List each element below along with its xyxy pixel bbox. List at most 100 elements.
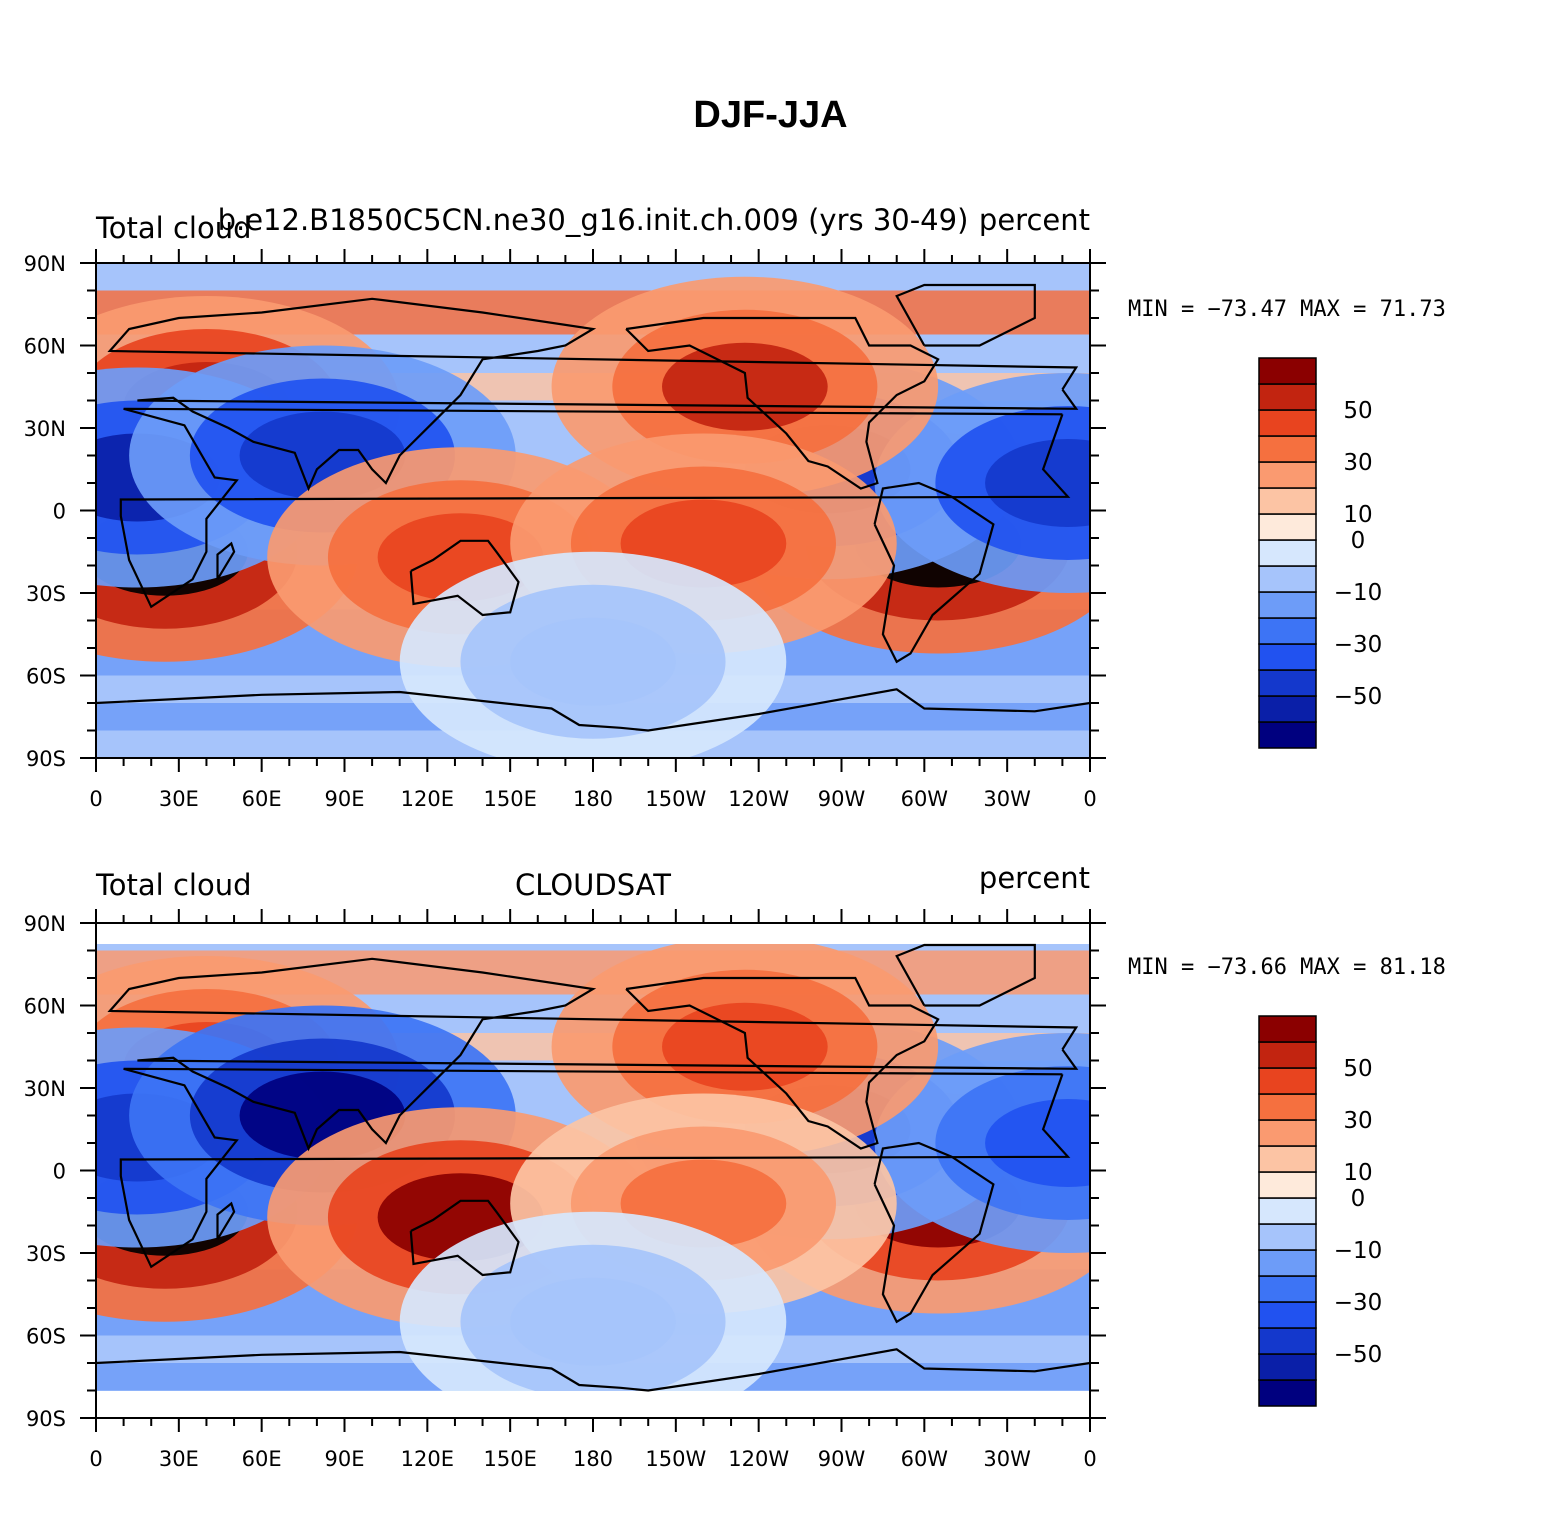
colorbar-box-bottom-5 [1258, 1249, 1317, 1277]
center-label-top: b.e12.B1850C5CN.ne30_g16.init.ch.009 (yr… [218, 203, 969, 237]
x-tick-label-top-6: 180 [573, 787, 613, 811]
coastline-top-0 [119, 407, 1071, 609]
field-contour-top-8-2 [662, 342, 828, 431]
colorbar-box-top-12 [1258, 409, 1317, 437]
x-tick-label-bottom-1: 30E [159, 1447, 199, 1471]
x-tick-label-bottom-9: 90W [818, 1447, 866, 1471]
field-contour-top-7-2 [985, 439, 1090, 527]
axes-top: 0 30E 60E 90E 120E 150E 180 150W 120W 90W 60W 30W 09… [24, 249, 1106, 811]
x-tick-label-top-1: 30E [159, 787, 199, 811]
map-field-top [96, 263, 1090, 758]
coastline-top-3 [895, 283, 1036, 347]
y-tick-label-bottom-5: 60S [26, 1325, 66, 1349]
colorbar-top: 50 30 100 −10 −30 −50 [1258, 357, 1383, 749]
x-tick-label-bottom-5: 150E [483, 1447, 536, 1471]
colorbar-label-top-2: 10 [1343, 502, 1372, 528]
colorbar-label-bottom-1: 30 [1343, 1108, 1372, 1134]
y-tick-label-top-3: 0 [53, 500, 66, 524]
coastline-top-6 [216, 541, 236, 580]
y-tick-label-top-1: 60N [24, 335, 66, 359]
coastlines-bottom [95, 943, 1091, 1392]
colorbar-label-top-1: 30 [1343, 450, 1372, 476]
coastline-bottom-6 [216, 1201, 236, 1240]
center-label-bottom: CLOUDSAT [515, 868, 671, 902]
coastline-bottom-5 [409, 1199, 520, 1277]
x-tick-label-bottom-8: 120W [728, 1447, 789, 1471]
x-tick-label-bottom-12: 0 [1083, 1447, 1096, 1471]
colorbar-box-bottom-1 [1258, 1353, 1317, 1381]
colorbar-box-top-6 [1258, 565, 1317, 593]
colorbar-box-top-0 [1258, 721, 1317, 749]
y-tick-label-bottom-4: 30S [26, 1242, 66, 1266]
colorbar-box-top-2 [1258, 669, 1317, 697]
colorbar-box-bottom-4 [1258, 1275, 1317, 1303]
map-field-bottom [96, 944, 1090, 1391]
colorbar-label-bottom-4: −10 [1334, 1238, 1383, 1264]
coastline-top-7 [96, 688, 1090, 732]
x-tick-label-top-3: 90E [325, 787, 365, 811]
colorbar-box-top-8 [1258, 513, 1317, 541]
field-contour-bottom-10-2 [510, 1277, 676, 1366]
colorbar-box-bottom-11 [1258, 1093, 1317, 1121]
coastline-bottom-2 [625, 976, 940, 1150]
colorbar-bottom: 50 30 100 −10 −30 −50 [1258, 1015, 1383, 1407]
colorbar-label-bottom-3: 0 [1351, 1186, 1366, 1212]
coastline-bottom-0 [119, 1067, 1071, 1269]
min-max-top: MIN = −73.47 MAX = 71.73 [1128, 297, 1446, 322]
coastline-bottom-7 [95, 1348, 1091, 1392]
colorbar-label-top-4: −10 [1334, 580, 1383, 606]
y-tick-label-top-4: 30S [26, 582, 66, 606]
colorbar-label-top-0: 50 [1343, 398, 1372, 424]
y-tick-label-top-6: 90S [26, 747, 66, 771]
axes-bottom: 0 30E 60E 90E 120E 150E 180 150W 120W 90W 60W 30W 09… [24, 909, 1106, 1471]
colorbar-box-top-4 [1258, 617, 1317, 645]
x-tick-label-top-0: 0 [89, 787, 102, 811]
x-tick-label-top-5: 150E [483, 787, 536, 811]
colorbar-label-bottom-6: −50 [1334, 1342, 1383, 1368]
coastline-top-2 [625, 316, 940, 490]
colorbar-box-bottom-9 [1258, 1145, 1317, 1173]
y-tick-label-top-5: 60S [26, 665, 66, 689]
colorbar-box-top-13 [1258, 383, 1317, 411]
colorbar-box-bottom-8 [1258, 1171, 1317, 1199]
coastline-bottom-1 [107, 957, 1079, 1152]
colorbar-label-bottom-5: −30 [1334, 1290, 1383, 1316]
x-tick-label-top-4: 120E [401, 787, 454, 811]
x-tick-label-bottom-10: 60W [901, 1447, 949, 1471]
colorbar-box-bottom-0 [1258, 1379, 1317, 1407]
colorbar-box-bottom-14 [1258, 1015, 1317, 1043]
colorbar-box-bottom-6 [1258, 1223, 1317, 1251]
coastline-top-1 [107, 297, 1079, 492]
x-tick-label-bottom-11: 30W [983, 1447, 1031, 1471]
min-max-bottom: MIN = −73.66 MAX = 81.18 [1128, 955, 1446, 980]
y-tick-label-bottom-6: 90S [26, 1407, 66, 1431]
field-contour-bottom-8-2 [662, 1002, 828, 1091]
colorbar-box-top-9 [1258, 487, 1317, 515]
y-tick-label-top-0: 90N [24, 252, 66, 276]
x-tick-label-top-11: 30W [983, 787, 1031, 811]
y-tick-label-bottom-1: 60N [24, 995, 66, 1019]
colorbar-label-bottom-0: 50 [1343, 1056, 1372, 1082]
coastline-top-5 [409, 539, 520, 617]
x-tick-label-bottom-4: 120E [401, 1447, 454, 1471]
x-tick-label-bottom-6: 180 [573, 1447, 613, 1471]
colorbar-label-bottom-2: 10 [1343, 1160, 1372, 1186]
x-tick-label-top-7: 150W [645, 787, 706, 811]
colorbar-label-top-6: −50 [1334, 684, 1383, 710]
y-tick-label-top-2: 30N [24, 417, 66, 441]
y-tick-label-bottom-2: 30N [24, 1077, 66, 1101]
y-tick-label-bottom-0: 90N [24, 912, 66, 936]
y-tick-label-bottom-3: 0 [53, 1160, 66, 1184]
colorbar-box-top-10 [1258, 461, 1317, 489]
coastline-bottom-3 [895, 943, 1036, 1007]
colorbar-box-top-3 [1258, 643, 1317, 671]
x-tick-label-top-10: 60W [901, 787, 949, 811]
right-label-top: percent [979, 203, 1090, 237]
field-contour-top-10-2 [510, 617, 676, 706]
colorbar-box-top-5 [1258, 591, 1317, 619]
colorbar-box-top-14 [1258, 357, 1317, 385]
colorbar-box-bottom-12 [1258, 1067, 1317, 1095]
panel-bottom: 0 30E 60E 90E 120E 150E 180 150W 120W 90W 60W 30W 09… [24, 861, 1446, 1471]
left-label-bottom: Total cloud [95, 868, 251, 902]
coastline-top-4 [873, 481, 995, 664]
